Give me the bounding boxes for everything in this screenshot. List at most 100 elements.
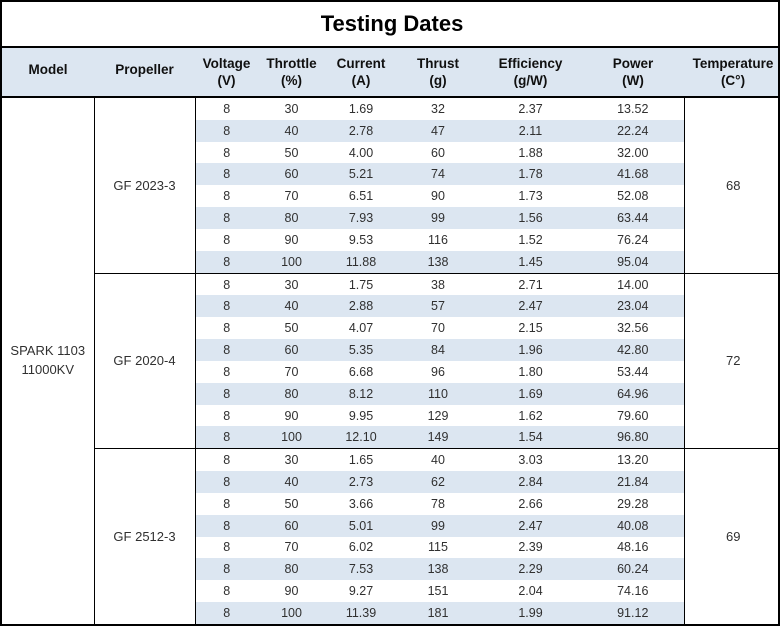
voltage-cell: 8	[223, 189, 231, 204]
efficiency-cell: 2.47	[479, 295, 582, 318]
throttle-cell: 100	[258, 250, 325, 274]
table-row: GF 2020-4 8 30 1.75 38 2.71 14.00 72	[2, 272, 778, 449]
efficiency-cell: 2.29	[479, 558, 582, 581]
col-header-unit: (V)	[217, 73, 236, 88]
efficiency-cell: 1.99	[479, 602, 582, 624]
model-line1: SPARK 1103	[10, 343, 86, 359]
efficiency-cell: 1.88	[518, 145, 543, 160]
thrust-cell: 99	[397, 207, 479, 229]
col-header-label: Efficiency	[498, 55, 563, 71]
throttle-cell: 80	[258, 558, 325, 581]
current-cell: 9.95	[348, 408, 374, 423]
throttle-cell: 30	[258, 448, 325, 472]
power-cell: 41.68	[582, 163, 684, 186]
current-cell: 6.51	[348, 189, 374, 204]
voltage-cell: 8	[223, 496, 231, 511]
throttle-cell: 70	[284, 540, 299, 555]
voltage-cell: 8	[223, 408, 231, 423]
table-row: 8 60 5.21 74 1.78 41.68	[2, 163, 778, 186]
table-row: 8 80 7.53 138 2.29 60.24	[2, 558, 778, 581]
efficiency-cell: 2.15	[518, 321, 543, 336]
power-cell: 48.16	[617, 540, 649, 555]
thrust-cell: 60	[431, 145, 445, 160]
efficiency-cell: 1.78	[479, 163, 582, 186]
col-header-thrust: Thrust (g)	[397, 47, 479, 98]
voltage-cell: 8	[195, 163, 258, 186]
thrust-cell: 138	[397, 558, 479, 581]
power-cell: 13.52	[617, 101, 649, 116]
table-row: 8 80 8.12 110 1.69 64.96	[2, 382, 778, 405]
current-cell: 1.69	[348, 101, 374, 116]
efficiency-cell: 2.71	[479, 272, 582, 296]
thrust-cell: 149	[397, 426, 479, 449]
efficiency-cell: 1.96	[479, 339, 582, 361]
table-row: 8 50 3.66 78 2.66 29.28	[2, 493, 778, 515]
throttle-cell: 90	[284, 408, 299, 423]
current-cell: 1.75	[325, 272, 397, 296]
power-cell: 32.00	[617, 145, 649, 160]
efficiency-cell: 1.56	[479, 207, 582, 229]
table-row: 8 60 5.01 99 2.47 40.08	[2, 514, 778, 537]
col-header-unit: (%)	[281, 73, 302, 88]
power-cell: 96.80	[582, 426, 684, 449]
table-row: 8 40 2.78 47 2.11 22.24	[2, 119, 778, 142]
throttle-cell: 60	[258, 514, 325, 537]
header-row: Model Propeller Voltage (V) Throttle (%) C…	[2, 47, 778, 98]
power-cell: 60.24	[582, 558, 684, 581]
temperature-cell: 72	[683, 272, 778, 449]
current-cell: 7.93	[325, 207, 397, 229]
throttle-cell: 100	[258, 426, 325, 449]
power-cell: 79.60	[617, 408, 649, 423]
col-header-label: Current	[336, 55, 386, 71]
thrust-cell: 47	[397, 119, 479, 142]
current-cell: 4.00	[348, 145, 374, 160]
thrust-cell: 38	[397, 272, 479, 296]
col-header-unit: (g)	[429, 73, 447, 88]
current-cell: 5.35	[325, 339, 397, 361]
table-row: 8 70 6.51 90 1.73 52.08	[2, 185, 778, 207]
thrust-cell: 116	[428, 232, 448, 247]
efficiency-cell: 1.62	[518, 408, 543, 423]
voltage-cell: 8	[195, 119, 258, 142]
voltage-cell: 8	[223, 101, 231, 116]
thrust-cell: 40	[397, 448, 479, 472]
efficiency-cell: 2.04	[518, 584, 543, 599]
table-row: 8 40 2.73 62 2.84 21.84	[2, 471, 778, 493]
thrust-cell: 129	[427, 408, 449, 423]
voltage-cell: 8	[195, 426, 258, 449]
thrust-cell: 99	[397, 514, 479, 537]
thrust-cell: 90	[431, 189, 445, 204]
voltage-cell: 8	[195, 558, 258, 581]
voltage-cell: 8	[195, 250, 258, 274]
table-row: 8 90 9.53 116 1.52 76.24	[2, 229, 778, 251]
power-cell: 23.04	[582, 295, 684, 318]
table-row: 8 100 11.88 138 1.45 95.04	[2, 250, 778, 274]
col-header-label: Model	[28, 62, 68, 78]
col-header-label: Temperature	[692, 55, 774, 71]
power-cell: 76.24	[617, 232, 649, 247]
voltage-cell: 8	[195, 207, 258, 229]
model-line2: 11000KV	[21, 362, 75, 377]
power-cell: 14.00	[582, 272, 684, 296]
throttle-cell: 60	[258, 339, 325, 361]
col-header-label: Propeller	[115, 62, 174, 78]
propeller-cell: GF 2023-3	[94, 97, 196, 274]
col-header-temperature: Temperature (C°)	[684, 47, 778, 98]
col-header-throttle: Throttle (%)	[258, 47, 325, 98]
table-row: 8 100 12.10 149 1.54 96.80	[2, 426, 778, 449]
table-row: 8 40 2.88 57 2.47 23.04	[2, 295, 778, 318]
power-cell: 21.84	[582, 471, 684, 493]
throttle-cell: 30	[284, 101, 299, 116]
thrust-cell: 110	[397, 382, 479, 405]
voltage-cell: 8	[195, 382, 258, 405]
col-header-efficiency: Efficiency (g/W)	[479, 47, 582, 98]
power-cell: 53.44	[617, 364, 649, 379]
power-cell: 63.44	[582, 207, 684, 229]
col-header-label: Thrust	[417, 55, 459, 71]
voltage-cell: 8	[223, 145, 231, 160]
col-header-unit: (A)	[351, 73, 371, 88]
voltage-cell: 8	[195, 602, 258, 624]
title-row: Testing Dates	[2, 2, 778, 48]
